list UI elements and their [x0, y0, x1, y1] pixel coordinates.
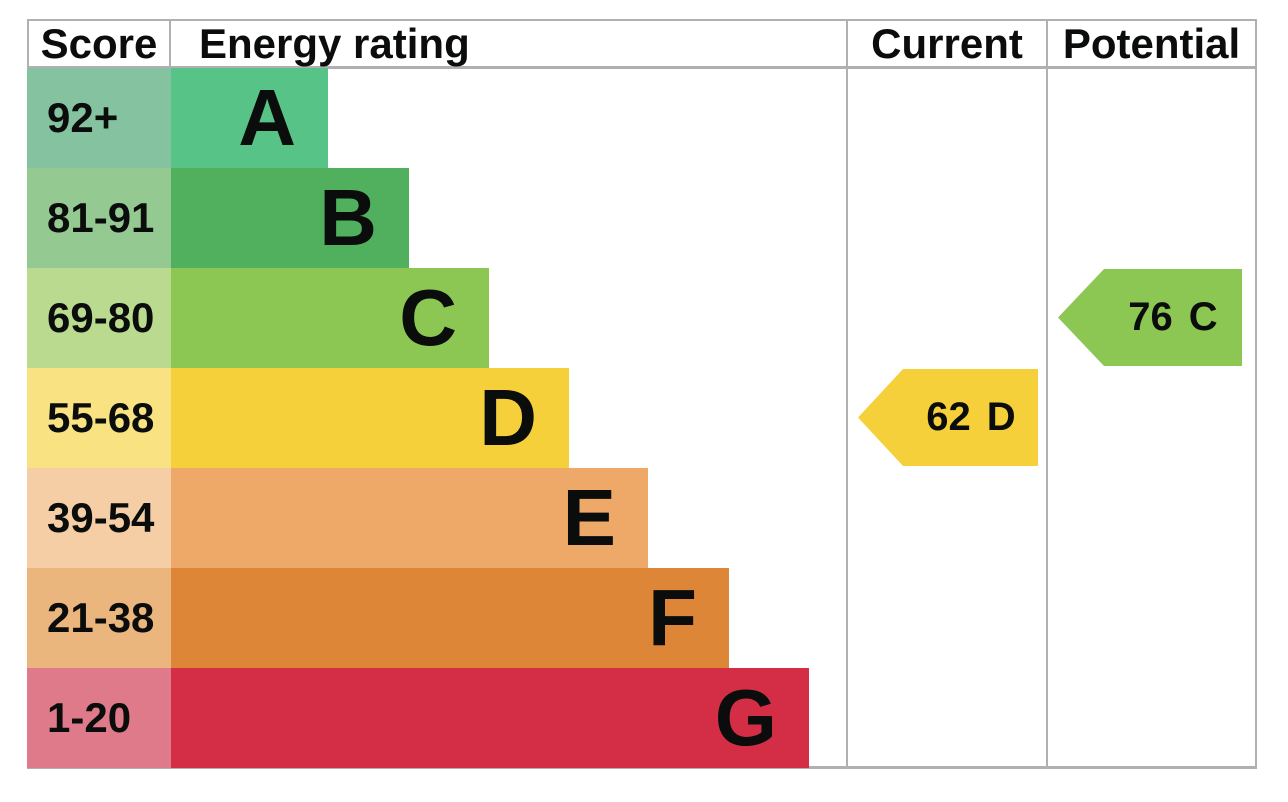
col-header-potential: Potential	[1048, 19, 1255, 67]
current-column-divider	[846, 19, 848, 769]
band-letter-g: G	[714, 673, 777, 762]
score-range-b: 81-91	[27, 168, 171, 268]
band-row-e: 39-54 E	[27, 468, 648, 568]
table-top-border	[27, 19, 1257, 21]
score-range-e: 39-54	[27, 468, 171, 568]
score-range-d: 55-68	[27, 368, 171, 468]
header-left-border	[27, 19, 29, 69]
col-header-energy-rating: Energy rating	[171, 19, 874, 67]
band-bar-f: F	[171, 568, 729, 668]
col-header-current: Current	[848, 19, 1046, 67]
current-rating-band-letter: D	[986, 395, 1016, 439]
score-range-a: 92+	[27, 68, 171, 168]
band-row-b: 81-91 B	[27, 168, 409, 268]
col-header-potential-label: Potential	[1062, 19, 1241, 67]
band-letter-d: D	[479, 373, 537, 462]
band-bar-a: A	[171, 68, 328, 168]
band-bar-b: B	[171, 168, 409, 268]
band-row-d: 55-68 D	[27, 368, 569, 468]
band-letter-b: B	[319, 173, 377, 262]
band-bar-g: G	[171, 668, 809, 768]
band-letter-c: C	[399, 273, 457, 362]
potential-rating-value: 76	[1128, 295, 1173, 339]
score-range-f: 21-38	[27, 568, 171, 668]
table-right-border	[1255, 19, 1257, 769]
col-header-energy-rating-label: Energy rating	[199, 19, 470, 67]
score-range-g: 1-20	[27, 668, 171, 768]
band-row-c: 69-80 C	[27, 268, 489, 368]
header-bottom-border	[27, 66, 1257, 69]
band-bar-c: C	[171, 268, 489, 368]
col-header-current-label: Current	[871, 19, 1023, 67]
potential-column-divider	[1046, 19, 1048, 769]
band-bar-e: E	[171, 468, 648, 568]
score-column-divider	[169, 19, 171, 69]
band-row-g: 1-20 G	[27, 668, 809, 768]
band-row-a: 92+ A	[27, 68, 328, 168]
band-bar-d: D	[171, 368, 569, 468]
band-letter-e: E	[562, 473, 616, 562]
current-rating-value: 62	[926, 395, 971, 439]
current-rating-arrow: 62 D	[858, 369, 1038, 466]
band-row-f: 21-38 F	[27, 568, 729, 668]
band-letter-a: A	[238, 73, 296, 162]
band-letter-f: F	[648, 573, 697, 662]
col-header-score-label: Score	[40, 19, 158, 67]
potential-rating-arrow: 76 C	[1058, 269, 1242, 366]
score-range-c: 69-80	[27, 268, 171, 368]
potential-rating-band-letter: C	[1188, 295, 1218, 339]
col-header-score: Score	[29, 19, 169, 67]
